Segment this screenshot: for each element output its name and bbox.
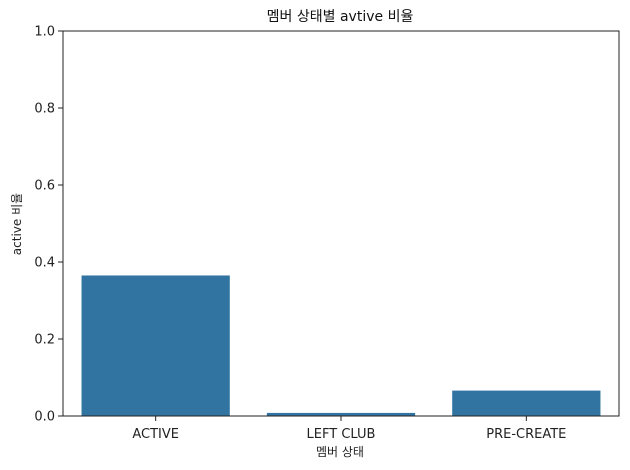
x-axis-label: 멤버 상태 (316, 445, 364, 459)
bar-active (81, 275, 230, 416)
y-tick-label: 0.0 (34, 410, 55, 425)
y-tick-label: 0.2 (34, 333, 55, 348)
y-tick-label: 1.0 (34, 25, 55, 40)
y-axis: 0.0 0.2 0.4 0.6 0.8 1.0 (34, 25, 63, 425)
bars-group (81, 275, 601, 416)
chart-title: 멤버 상태별 avtive 비율 (267, 9, 414, 25)
x-tick-label: PRE-CREATE (486, 427, 566, 442)
x-axis: ACTIVE LEFT CLUB PRE-CREATE (132, 416, 566, 442)
y-axis-label: active 비율 (10, 193, 24, 255)
y-tick-label: 0.4 (34, 256, 55, 271)
bar-pre-create (452, 390, 601, 416)
x-tick-label: ACTIVE (132, 427, 179, 442)
y-tick-label: 0.6 (34, 179, 55, 194)
bar-left-club (266, 412, 416, 416)
y-tick-label: 0.8 (34, 102, 55, 117)
x-tick-label: LEFT CLUB (307, 427, 376, 442)
